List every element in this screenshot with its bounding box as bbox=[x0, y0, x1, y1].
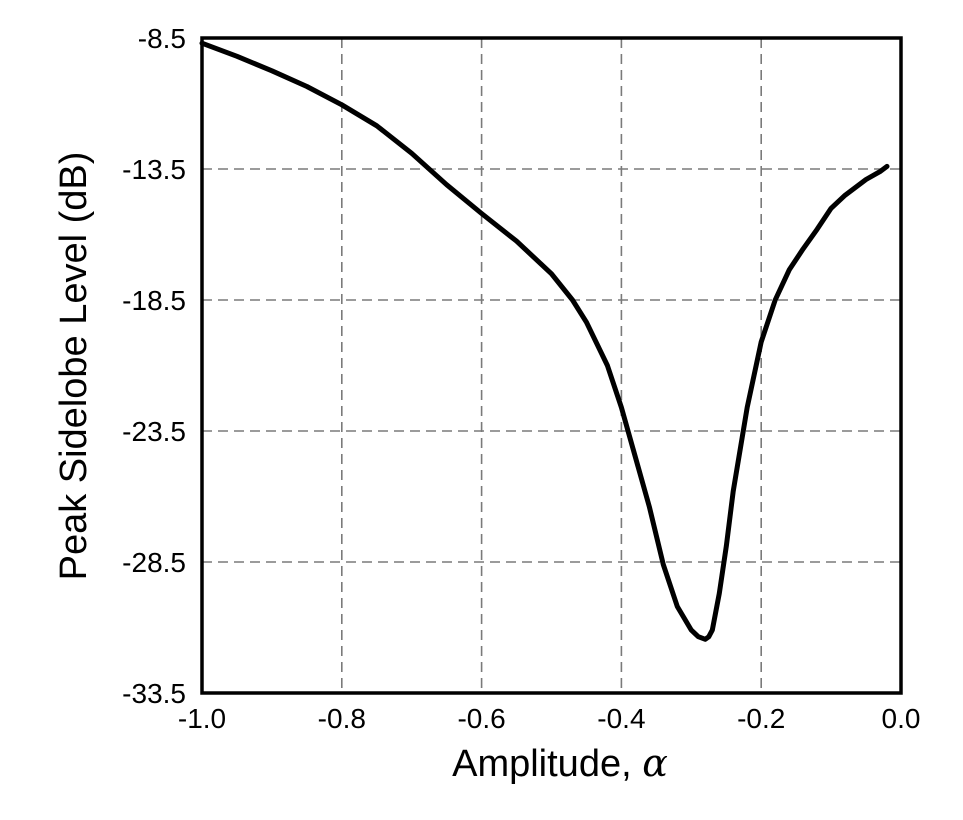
x-axis-label-symbol: α bbox=[642, 741, 668, 785]
y-tick-label: -8.5 bbox=[138, 23, 186, 54]
x-tick-label: -0.2 bbox=[737, 703, 785, 734]
x-axis-label: Amplitude, α bbox=[452, 741, 668, 785]
y-tick-label: -33.5 bbox=[122, 678, 186, 709]
x-tick-label: -0.4 bbox=[597, 703, 645, 734]
series-line-0 bbox=[199, 40, 890, 642]
y-tick-label: -28.5 bbox=[122, 547, 186, 578]
y-tick-label: -18.5 bbox=[122, 285, 186, 316]
grid bbox=[202, 38, 901, 693]
x-tick-labels: -1.0 -0.8 -0.6 -0.4 -0.2 0.0 bbox=[178, 703, 921, 734]
y-tick-label: -23.5 bbox=[122, 416, 186, 447]
x-tick-label: -1.0 bbox=[178, 703, 226, 734]
x-tick-label: 0.0 bbox=[882, 703, 921, 734]
plot-frame bbox=[200, 36, 903, 695]
series-layer bbox=[199, 40, 890, 642]
x-axis-label-text: Amplitude, bbox=[452, 743, 642, 785]
y-axis-label: Peak Sidelobe Level (dB) bbox=[53, 152, 95, 581]
y-tick-labels: -8.5 -13.5 -18.5 -23.5 -28.5 -33.5 bbox=[122, 23, 186, 709]
x-tick-label: -0.8 bbox=[318, 703, 366, 734]
y-tick-label: -13.5 bbox=[122, 154, 186, 185]
plot-area-border bbox=[200, 36, 903, 695]
x-tick-label: -0.6 bbox=[457, 703, 505, 734]
